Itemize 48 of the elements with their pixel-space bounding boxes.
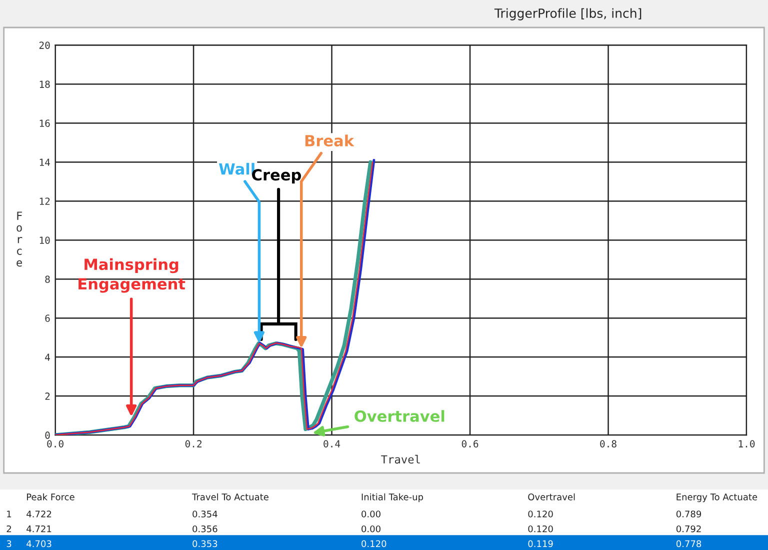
chart-title: TriggerProfile [lbs, inch] bbox=[494, 8, 642, 20]
text: 0.120 bbox=[528, 525, 553, 532]
x-tick-label: 1.0 bbox=[738, 440, 755, 448]
text: 0.120 bbox=[528, 510, 553, 518]
text: 4.703 bbox=[26, 540, 52, 548]
text: 1 bbox=[7, 510, 12, 518]
y-tick-label: 8 bbox=[45, 276, 50, 283]
text: 0.119 bbox=[528, 540, 553, 548]
annotation: Wall bbox=[218, 162, 254, 175]
text: Initial Take-up bbox=[362, 493, 424, 502]
x-tick-label: 0.8 bbox=[600, 440, 616, 448]
text: 0.00 bbox=[362, 510, 380, 518]
x-axis-title: Travel bbox=[381, 454, 420, 464]
text: 0.792 bbox=[676, 525, 701, 532]
x-tick-label: 0.6 bbox=[462, 440, 478, 448]
y-tick-label: 14 bbox=[40, 158, 50, 166]
text: Peak Force bbox=[27, 493, 74, 500]
text: 0.789 bbox=[676, 510, 702, 518]
text: 0.353 bbox=[192, 540, 218, 548]
x-tick-label: 0.0 bbox=[47, 440, 64, 448]
text: 0.354 bbox=[192, 510, 218, 518]
text: Travel To Actuate bbox=[192, 493, 268, 500]
text: Overtravel bbox=[528, 493, 575, 500]
text: 2 bbox=[6, 525, 11, 532]
text: 0.120 bbox=[362, 540, 386, 548]
text: Energy To Actuate bbox=[676, 494, 758, 502]
x-tick-label: 0.2 bbox=[185, 440, 202, 448]
y-tick-label: 6 bbox=[45, 314, 50, 322]
annotation: Mainspring Engagement bbox=[78, 258, 186, 293]
y-tick-label: 16 bbox=[40, 120, 50, 127]
y-tick-label: 12 bbox=[40, 198, 50, 205]
y-axis-title: Force bbox=[16, 212, 22, 267]
text: 0.00 bbox=[362, 525, 380, 532]
text: 0.356 bbox=[192, 525, 218, 532]
annotation: Creep bbox=[252, 169, 301, 184]
text: 4.722 bbox=[26, 510, 52, 518]
text: 4.721 bbox=[26, 525, 52, 532]
y-tick-label: 20 bbox=[39, 42, 50, 49]
annotation: Overtravel bbox=[354, 410, 444, 422]
y-tick-label: 18 bbox=[40, 80, 50, 88]
y-tick-label: 2 bbox=[45, 392, 50, 400]
annotation: Break bbox=[305, 134, 354, 146]
y-tick-label: 10 bbox=[40, 236, 50, 244]
x-tick-label: 0.4 bbox=[324, 440, 340, 448]
text: 3 bbox=[6, 540, 12, 548]
y-tick-label: 4 bbox=[45, 354, 50, 361]
y-tick-label: 0 bbox=[45, 432, 50, 439]
text: 0.778 bbox=[676, 540, 702, 548]
